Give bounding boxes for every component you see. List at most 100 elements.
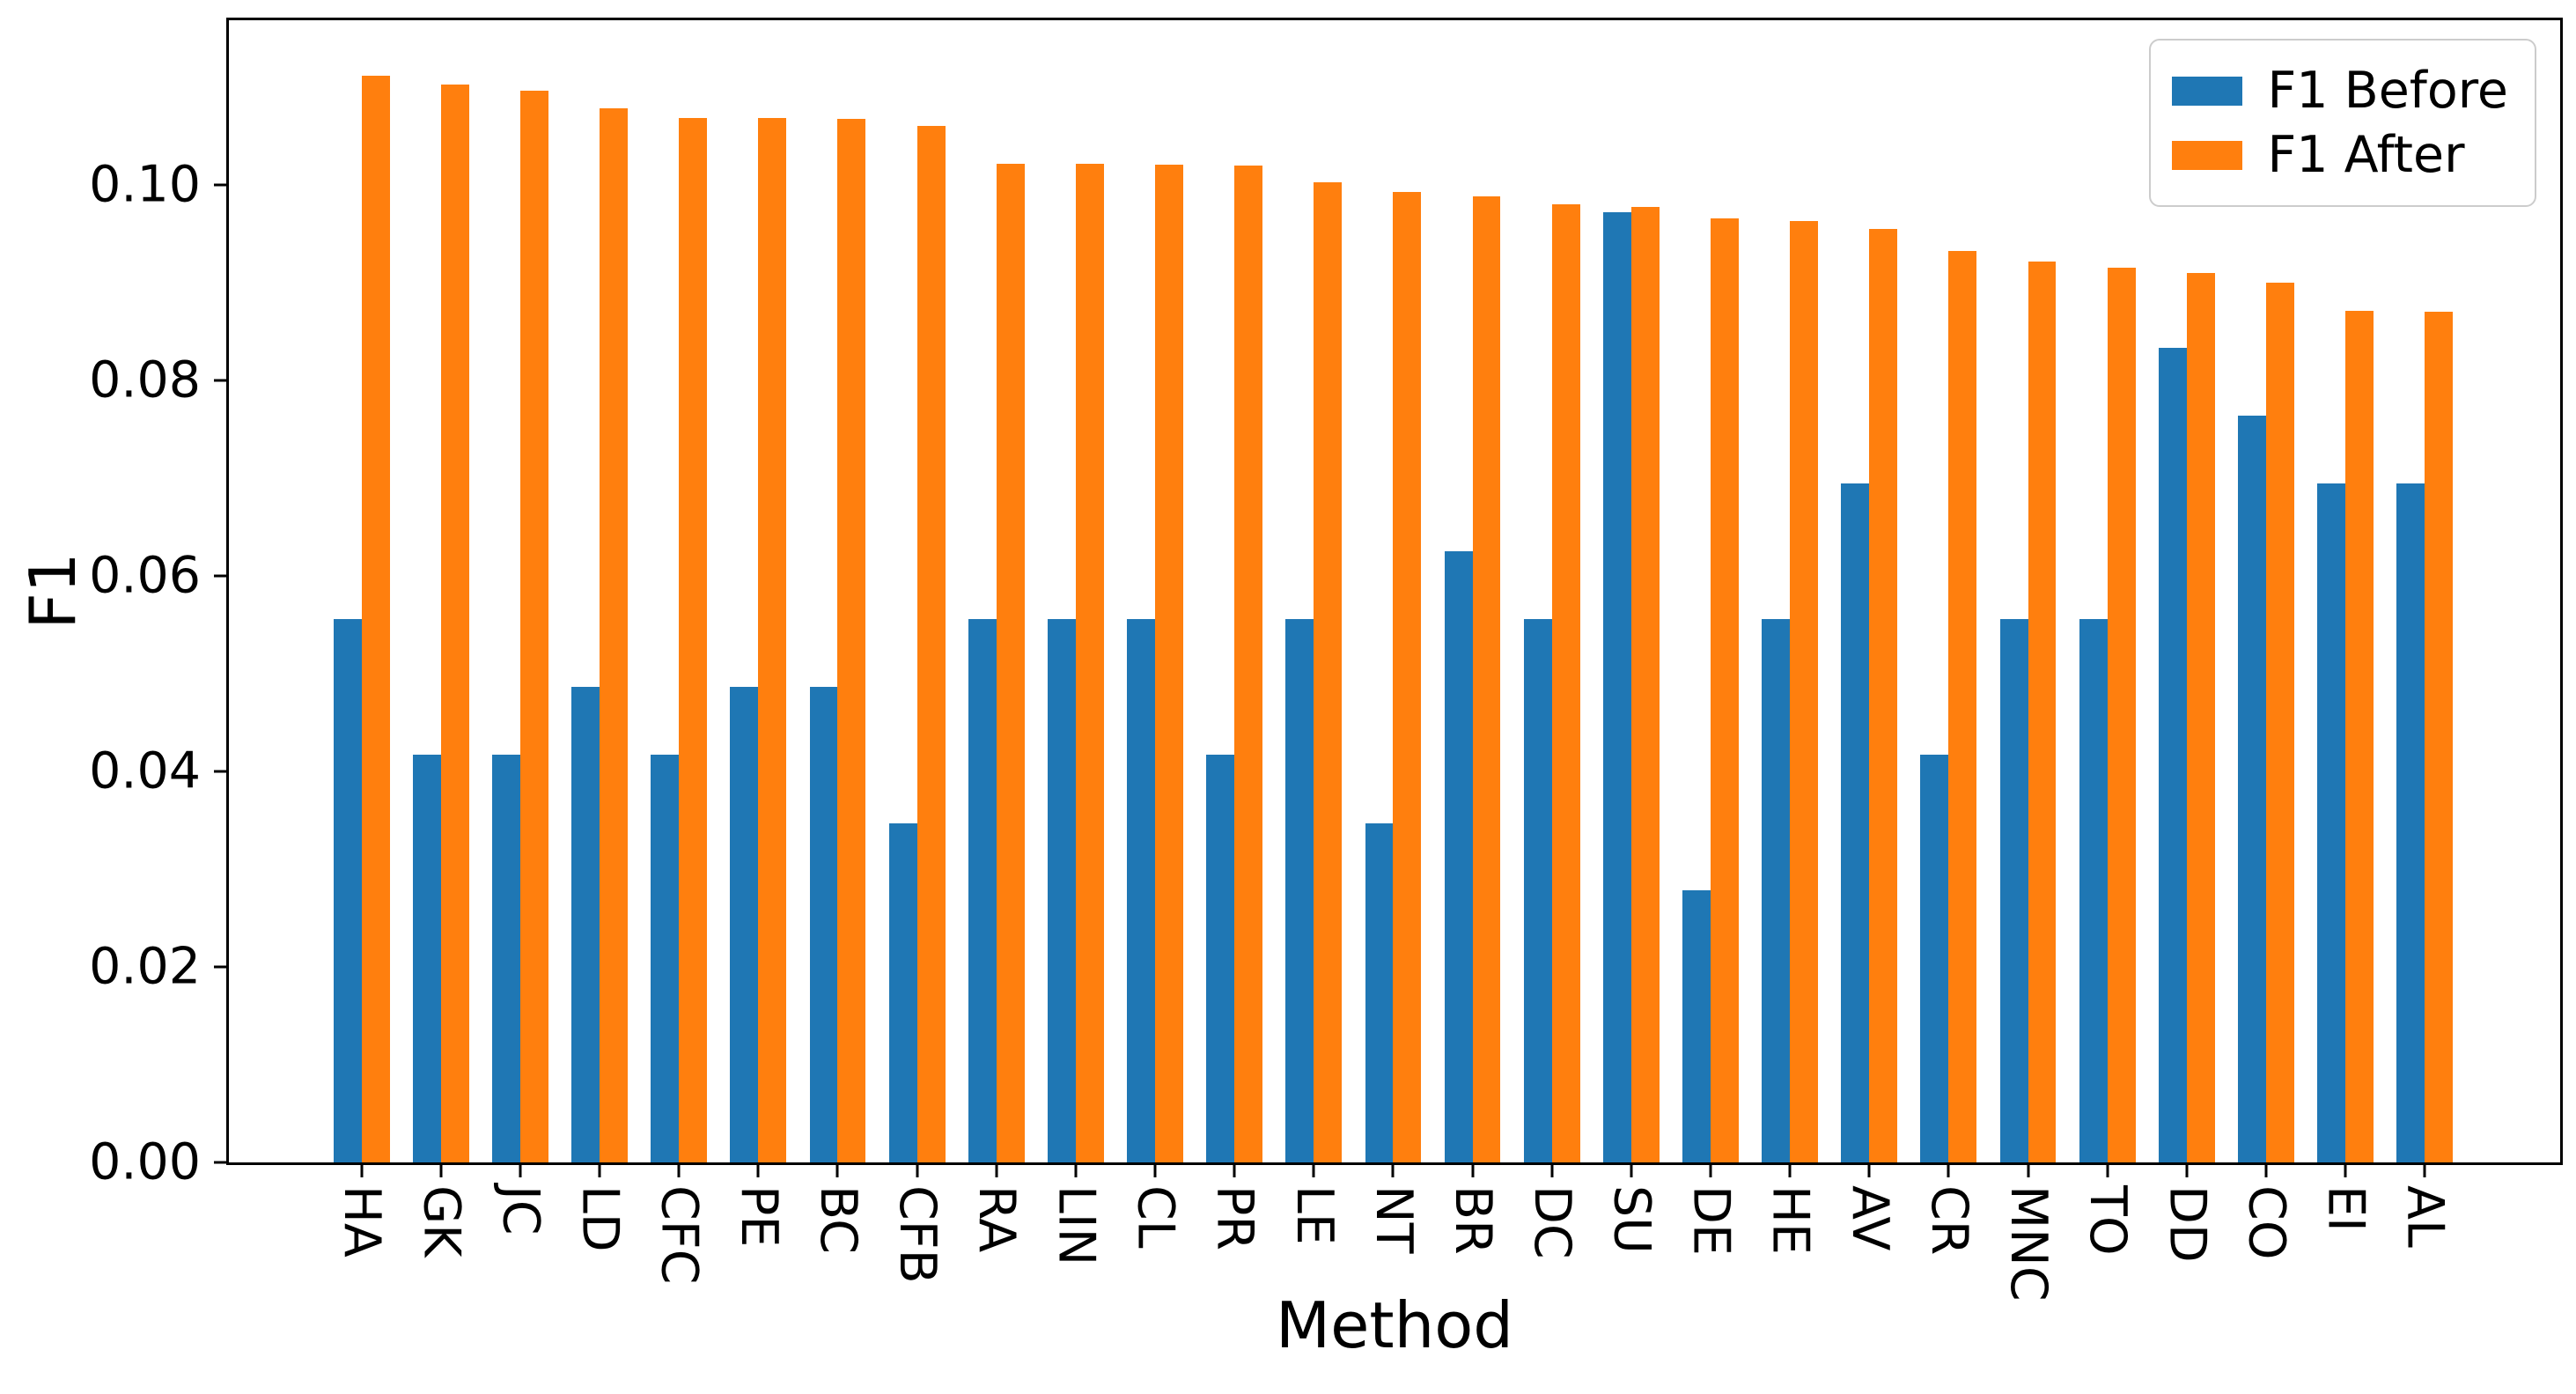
y-tick-label: 0.00 — [89, 1132, 201, 1191]
x-tick-label-ld: LD — [570, 1185, 629, 1252]
bar-f1-after-jc — [519, 90, 548, 1162]
bar-f1-before-dd — [2158, 348, 2187, 1162]
x-tick-label-al: AL — [2396, 1185, 2455, 1248]
bar-f1-before-cr — [1920, 754, 1949, 1162]
bar-f1-before-al — [2396, 483, 2425, 1162]
x-tick-mark — [2264, 1165, 2268, 1177]
y-tick-label: 0.08 — [89, 350, 201, 409]
x-tick-label-ha: HA — [333, 1185, 392, 1258]
y-tick-mark — [214, 379, 226, 382]
y-tick-mark — [214, 770, 226, 773]
bar-f1-before-cl — [1127, 618, 1155, 1162]
bar-f1-before-bc — [809, 687, 838, 1162]
y-axis-label: F1 — [16, 552, 90, 630]
x-tick-label-pe: PE — [729, 1185, 788, 1248]
x-tick-label-gk: GK — [412, 1185, 471, 1258]
x-tick-mark — [2423, 1165, 2426, 1177]
y-tick-mark — [214, 574, 226, 578]
bar-f1-before-co — [2238, 415, 2266, 1162]
x-tick-label-br: BR — [1444, 1185, 1503, 1255]
bar-f1-after-gk — [440, 85, 469, 1162]
bar-f1-before-br — [1444, 550, 1473, 1162]
x-tick-mark — [519, 1165, 522, 1177]
x-tick-label-ei: EI — [2316, 1185, 2375, 1232]
bar-f1-after-nt — [1393, 192, 1422, 1162]
x-axis-label: Method — [1275, 1288, 1514, 1362]
x-tick-mark — [2185, 1165, 2189, 1177]
bar-f1-after-av — [1869, 228, 1898, 1162]
bar-f1-before-dc — [1523, 618, 1552, 1162]
x-tick-mark — [1153, 1165, 1157, 1177]
legend-swatch-icon — [2172, 140, 2243, 170]
x-tick-mark — [598, 1165, 601, 1177]
x-tick-label-cfc: CFC — [650, 1185, 709, 1285]
x-tick-label-jc: JC — [491, 1185, 550, 1235]
bar-f1-after-su — [1630, 207, 1660, 1162]
bar-f1-before-lin — [1047, 618, 1076, 1162]
bar-f1-before-gk — [412, 754, 441, 1162]
legend-label: F1 After — [2267, 125, 2465, 184]
x-tick-label-cfb: CFB — [888, 1185, 947, 1284]
bar-f1-after-ra — [996, 164, 1025, 1162]
x-tick-label-ra: RA — [968, 1185, 1027, 1253]
x-tick-label-nt: NT — [1364, 1185, 1423, 1254]
bar-f1-after-cfb — [916, 125, 946, 1162]
x-tick-mark — [1312, 1165, 1315, 1177]
x-tick-mark — [1550, 1165, 1554, 1177]
y-tick-label: 0.02 — [89, 937, 201, 996]
bar-f1-before-mnc — [1999, 618, 2028, 1162]
x-tick-mark — [835, 1165, 839, 1177]
x-tick-mark — [360, 1165, 364, 1177]
x-tick-label-lin: LIN — [1047, 1185, 1106, 1266]
bar-f1-after-le — [1314, 182, 1343, 1162]
x-tick-mark — [756, 1165, 760, 1177]
bar-f1-after-co — [2265, 282, 2294, 1162]
bar-f1-after-to — [2107, 267, 2136, 1162]
x-tick-mark — [1233, 1165, 1236, 1177]
x-tick-label-av: AV — [1840, 1185, 1899, 1251]
x-tick-mark — [439, 1165, 443, 1177]
legend-row: F1 After — [2172, 125, 2508, 184]
x-tick-mark — [916, 1165, 919, 1177]
plot-area: 0.00 0.02 0.04 0.06 0.08 0.10 HA GK JC LD CFC PE BC… — [89, 18, 2563, 1302]
x-tick-mark — [1074, 1165, 1078, 1177]
x-tick-label-cr: CR — [1919, 1185, 1978, 1256]
x-tick-label-bc: BC — [808, 1185, 867, 1254]
bar-f1-before-av — [1841, 483, 1870, 1162]
bar-f1-before-to — [2079, 618, 2108, 1162]
x-tick-mark — [1471, 1165, 1475, 1177]
bar-f1-after-al — [2425, 311, 2454, 1162]
x-tick-mark — [2344, 1165, 2347, 1177]
bar-f1-before-ei — [2317, 483, 2346, 1162]
bar-f1-after-de — [1710, 218, 1739, 1162]
bar-f1-after-pe — [758, 118, 787, 1162]
bar-f1-after-cr — [1948, 251, 1977, 1162]
bar-f1-before-ra — [968, 618, 997, 1162]
x-tick-label-pr: PR — [1205, 1185, 1264, 1250]
x-tick-label-to: TO — [2079, 1185, 2138, 1256]
x-tick-label-dc: DC — [1523, 1185, 1582, 1259]
bar-f1-after-ha — [361, 76, 390, 1162]
legend-items: F1 Before F1 After — [2172, 63, 2508, 182]
bar-f1-after-bc — [837, 119, 866, 1162]
bar-f1-after-lin — [1075, 164, 1104, 1162]
y-tick-mark — [214, 183, 226, 187]
bar-f1-after-dc — [1551, 203, 1580, 1162]
x-tick-mark — [2106, 1165, 2109, 1177]
x-tick-mark — [1709, 1165, 1712, 1177]
x-tick-mark — [1947, 1165, 1950, 1177]
x-tick-mark — [677, 1165, 681, 1177]
bar-f1-after-cfc — [679, 118, 708, 1162]
bar-f1-after-mnc — [2028, 262, 2057, 1162]
x-tick-label-he: HE — [1761, 1185, 1820, 1255]
x-tick-label-le: LE — [1284, 1185, 1343, 1245]
y-tick-mark — [214, 965, 226, 969]
x-tick-label-co: CO — [2237, 1185, 2296, 1260]
x-tick-mark — [1391, 1165, 1395, 1177]
bar-f1-after-ld — [600, 107, 628, 1162]
bar-f1-before-cfc — [651, 754, 680, 1162]
bar-f1-before-he — [1762, 618, 1791, 1162]
bar-f1-before-su — [1602, 211, 1631, 1162]
y-tick-label: 0.04 — [89, 741, 201, 800]
bar-f1-before-ld — [571, 687, 600, 1162]
